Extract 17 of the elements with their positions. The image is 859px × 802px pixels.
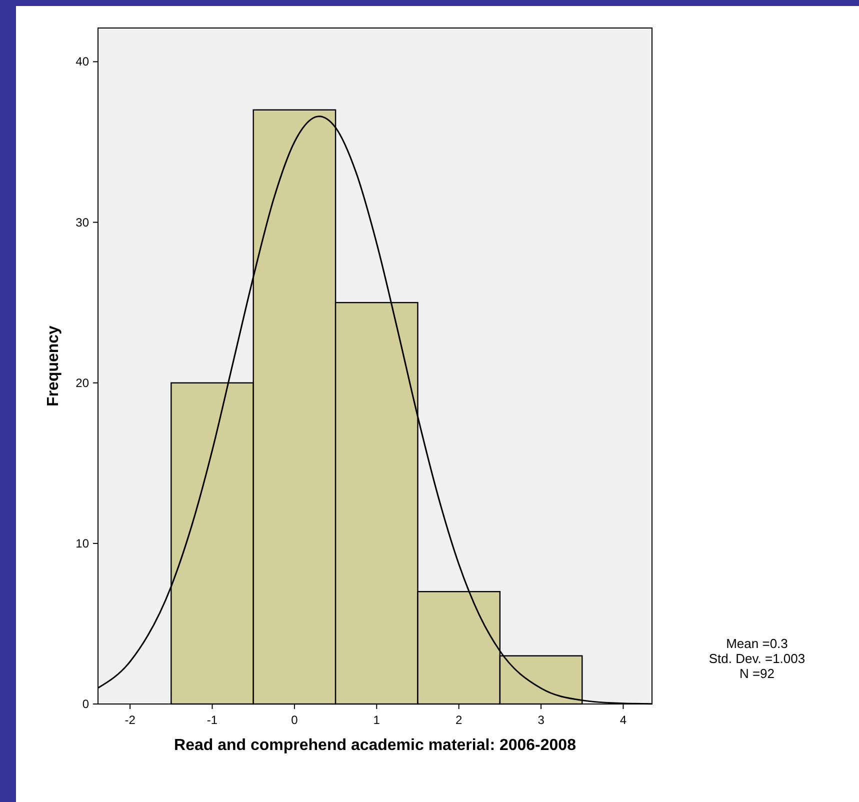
y-tick-label: 0: [82, 697, 90, 711]
x-tick-label: -2: [124, 713, 136, 727]
text: Std. Dev. =1.003: [708, 651, 806, 666]
x-tick-label: 4: [620, 713, 627, 727]
y-tick-label: 10: [76, 536, 90, 550]
text: Mean =0.3: [726, 636, 788, 651]
x-tick-label: -1: [206, 713, 218, 727]
y-axis-title: Frequency: [45, 325, 62, 406]
x-tick-label: 1: [373, 713, 380, 727]
y-tick-label: 40: [76, 54, 90, 69]
x-tick-label: 2: [455, 713, 462, 727]
y-tick-label: 20: [76, 376, 90, 390]
y-tick-label: 30: [76, 215, 90, 230]
x-axis-title: Read and comprehend academic material: 2006-2008: [174, 737, 576, 754]
text: N =92: [739, 666, 775, 681]
x-tick-label: 3: [538, 713, 545, 727]
x-tick-label: 0: [291, 713, 298, 727]
